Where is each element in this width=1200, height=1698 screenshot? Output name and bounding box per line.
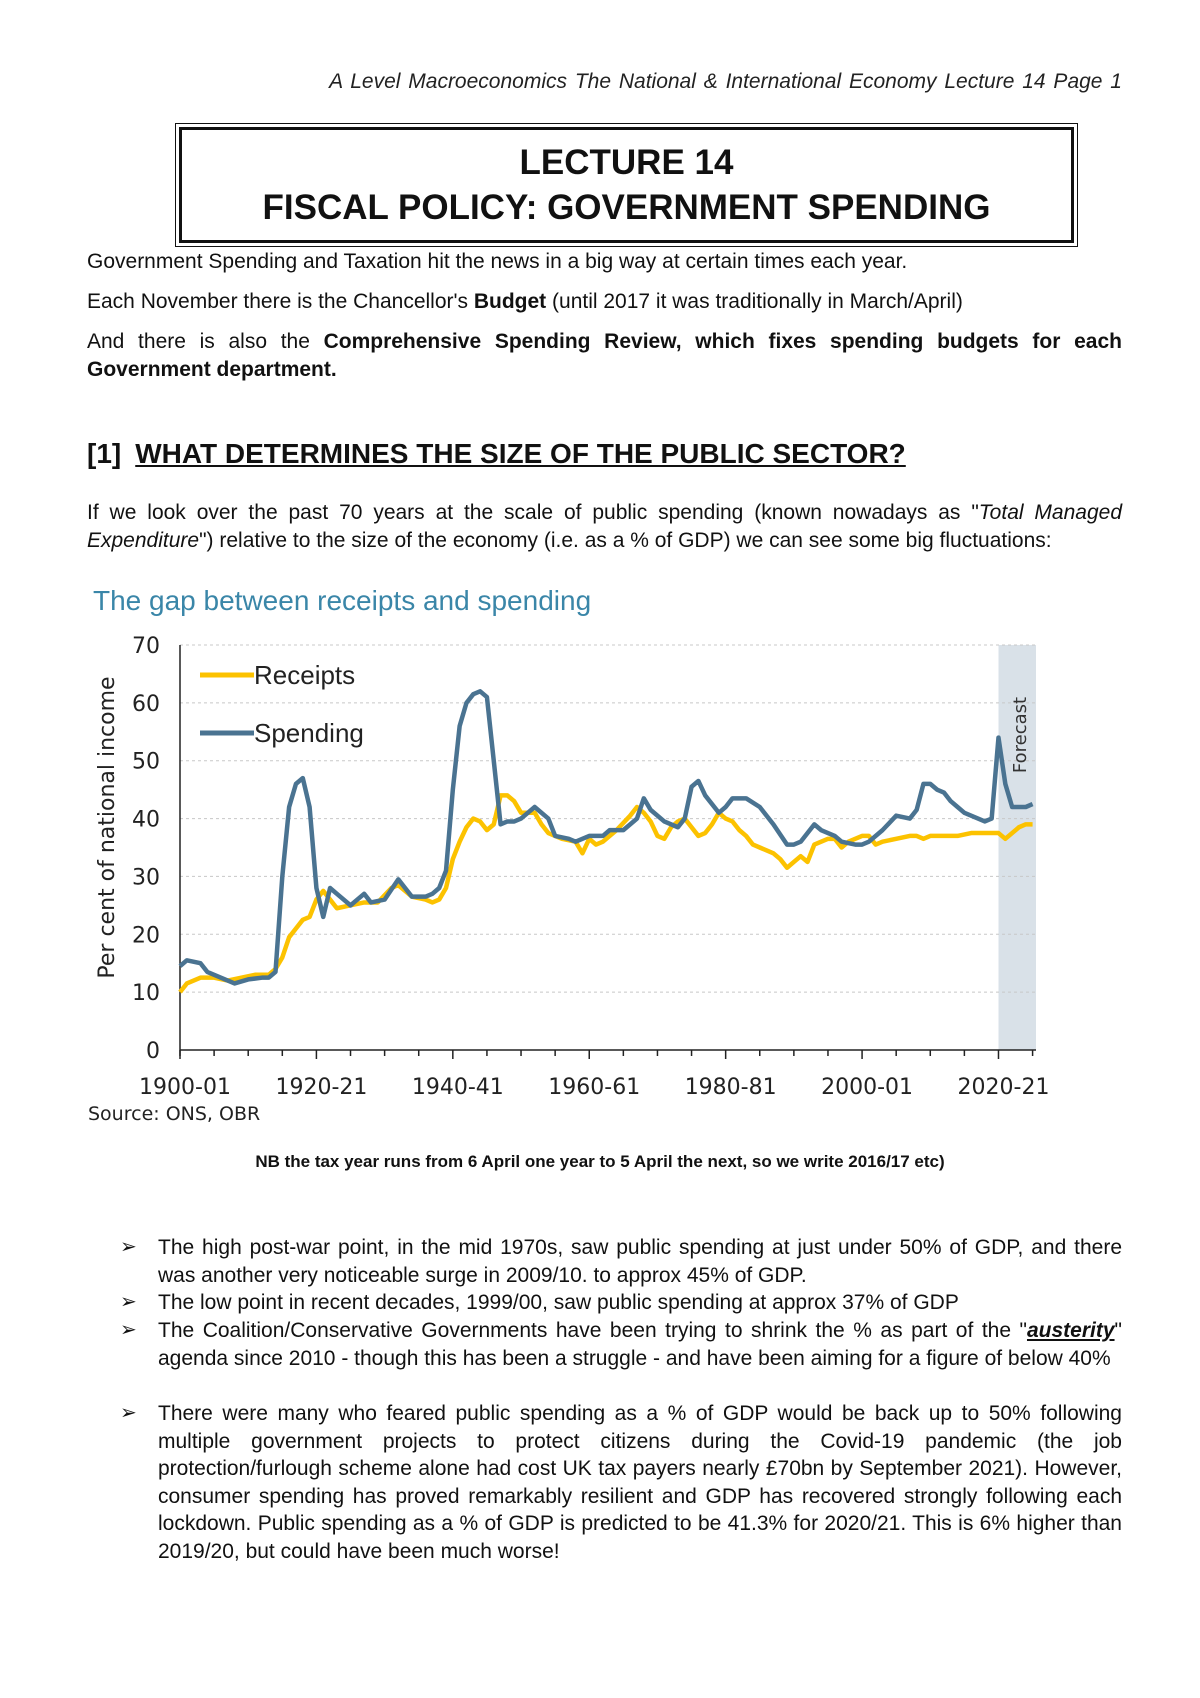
- title-box: LECTURE 14 FISCAL POLICY: GOVERNMENT SPE…: [175, 123, 1078, 247]
- bullet-text: There were many who feared public spendi…: [158, 1402, 1122, 1563]
- y-tick-label: 0: [146, 1039, 160, 1064]
- series-receipts: [178, 793, 1033, 994]
- x-tick-label: 1980-81: [685, 1075, 777, 1100]
- chart-title: The gap between receipts and spending: [93, 585, 592, 616]
- nb-note: NB the tax year runs from 6 April one ye…: [255, 1152, 945, 1171]
- intro-paragraph-1: Government Spending and Taxation hit the…: [87, 248, 1122, 276]
- x-tick-label: 1900-01: [139, 1075, 231, 1100]
- intro-paragraph-2: Each November there is the Chancellor's …: [87, 288, 1122, 316]
- list-item: ➢ There were many who feared public spend…: [120, 1400, 1122, 1565]
- y-tick-label: 30: [132, 865, 160, 890]
- text: If we look over the past 70 years at the…: [87, 501, 979, 524]
- text: Government Spending and Taxation hit the…: [87, 250, 908, 273]
- chart-source: Source: ONS, OBR: [88, 1103, 260, 1125]
- x-tick-label: 2000-01: [821, 1075, 913, 1100]
- intro-paragraph-3: And there is also the Comprehensive Spen…: [87, 328, 1122, 384]
- arrowhead-bullet-icon: ➢: [120, 1291, 137, 1313]
- y-tick-label: 50: [132, 750, 160, 775]
- text: (until 2017 it was traditionally in Marc…: [546, 290, 963, 313]
- tme-term: Total Managed Expenditure: [87, 501, 1122, 552]
- section-title: WHAT DETERMINES THE SIZE OF THE PUBLIC S…: [135, 438, 906, 469]
- text: " agenda since 2010 - though this has be…: [158, 1319, 1122, 1370]
- forecast-band: [998, 645, 1036, 1050]
- budget-term: Budget: [473, 290, 547, 313]
- bullet-text: The low point in recent decades, 1999/00…: [158, 1291, 959, 1314]
- list-item: ➢ The high post-war point, in the mid 197…: [120, 1234, 1122, 1289]
- bullet-text: The high post-war point, in the mid 1970…: [158, 1236, 1122, 1287]
- list-item: ➢ The Coalition/Conservative Governments …: [120, 1317, 1122, 1372]
- section-heading: [1] WHAT DETERMINES THE SIZE OF THE PUBLI…: [87, 438, 906, 470]
- y-tick-label: 70: [132, 634, 160, 659]
- list-item: ➢ The low point in recent decades, 1999/0…: [120, 1289, 1122, 1317]
- legend-label: Spending: [254, 718, 364, 748]
- bullet-text: The Coalition/Conservative Governments h…: [158, 1317, 1122, 1372]
- legend-label: Receipts: [254, 660, 355, 690]
- x-tick-label: 1960-61: [548, 1075, 640, 1100]
- y-tick-label: 10: [132, 981, 160, 1006]
- arrowhead-bullet-icon: ➢: [120, 1402, 137, 1424]
- spending-review-term: Comprehensive Spending Review, which fix…: [87, 330, 1122, 381]
- forecast-label: Forecast: [1010, 697, 1031, 773]
- section-number: [1]: [87, 438, 122, 469]
- x-tick-label: 1920-21: [275, 1075, 367, 1100]
- y-tick-label: 20: [132, 923, 160, 948]
- text: ") relative to the size of the economy (…: [199, 529, 1052, 552]
- text: And there is also the: [87, 330, 324, 353]
- y-axis-label: Per cent of national income: [95, 676, 120, 978]
- page-header: A Level Macroeconomics The National & In…: [329, 70, 1122, 93]
- text: The Coalition/Conservative Governments h…: [158, 1319, 1027, 1342]
- lecture-number: LECTURE 14: [519, 143, 734, 182]
- y-tick-label: 60: [132, 692, 160, 717]
- lecture-title: FISCAL POLICY: GOVERNMENT SPENDING: [262, 188, 991, 227]
- x-tick-label: 1940-41: [412, 1075, 504, 1100]
- austerity-term: austerity: [1026, 1319, 1115, 1342]
- intro-chart-paragraph: If we look over the past 70 years at the…: [87, 499, 1122, 555]
- text: Each November there is the Chancellor's: [87, 290, 474, 313]
- arrowhead-bullet-icon: ➢: [120, 1236, 137, 1258]
- series-spending: [178, 689, 1034, 986]
- y-tick-label: 40: [132, 808, 160, 833]
- arrowhead-bullet-icon: ➢: [120, 1319, 137, 1341]
- x-tick-label: 2020-21: [958, 1075, 1050, 1100]
- line-chart: 0 10 20 30 40 50 60 70 1900-01 1920-21 1940-41 1960…: [88, 634, 1050, 1125]
